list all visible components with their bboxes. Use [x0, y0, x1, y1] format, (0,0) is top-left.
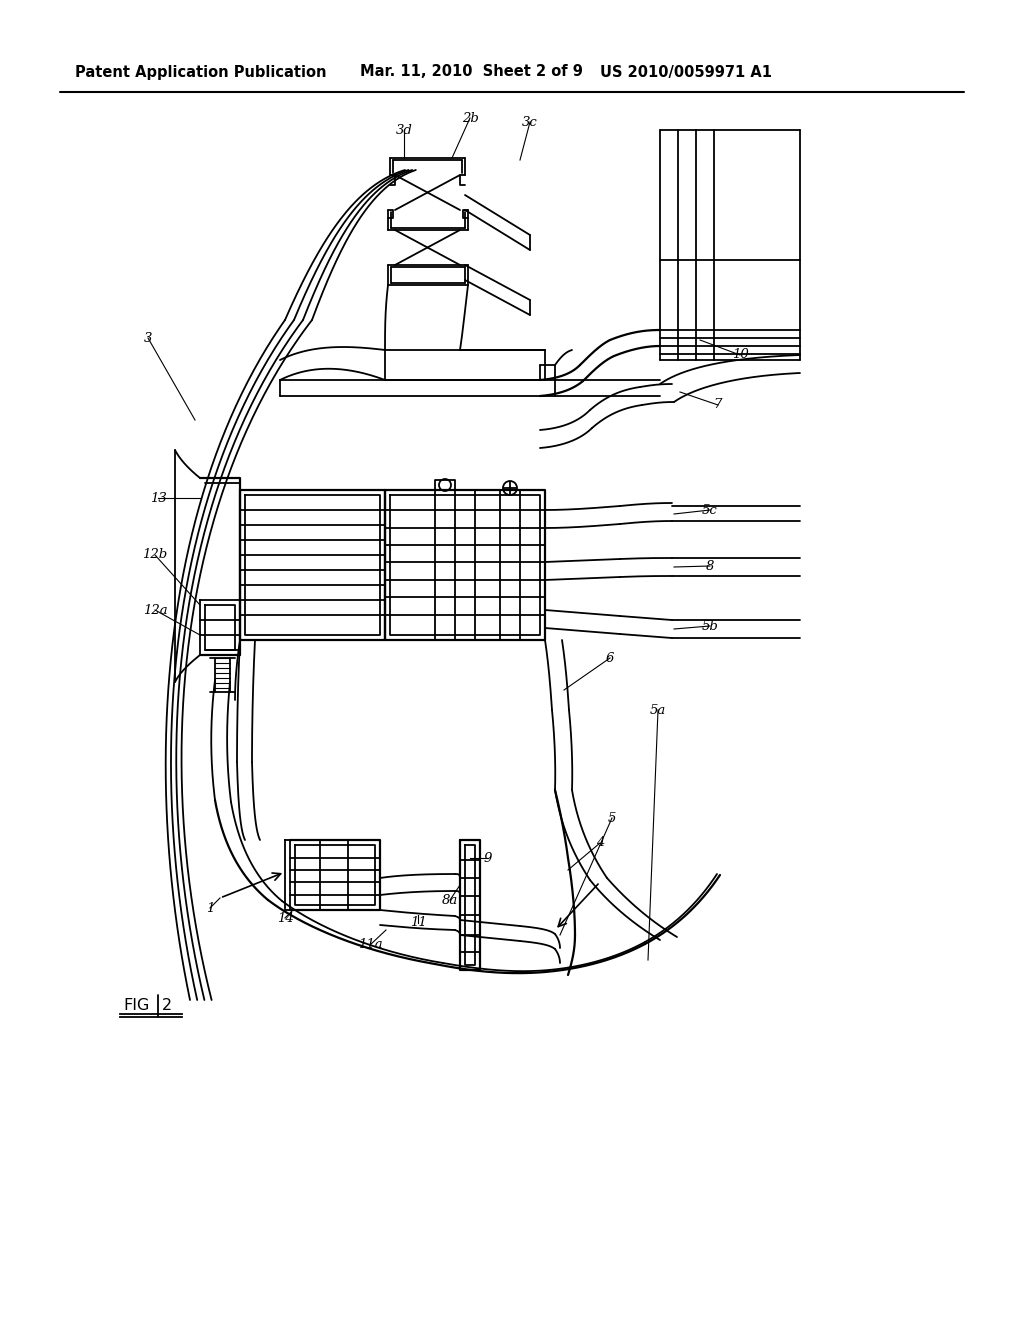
Text: 11: 11	[410, 916, 426, 929]
Text: US 2010/0059971 A1: US 2010/0059971 A1	[600, 65, 772, 79]
Text: 5: 5	[608, 812, 616, 825]
Text: Mar. 11, 2010  Sheet 2 of 9: Mar. 11, 2010 Sheet 2 of 9	[360, 65, 583, 79]
Text: 14: 14	[276, 912, 293, 924]
Text: 8: 8	[706, 560, 714, 573]
Text: 3d: 3d	[395, 124, 413, 136]
Text: 10: 10	[731, 348, 749, 362]
Text: 2: 2	[162, 998, 172, 1012]
Text: 3c: 3c	[522, 116, 538, 128]
Text: 7: 7	[714, 399, 722, 412]
Text: 2b: 2b	[462, 111, 478, 124]
Text: 12b: 12b	[142, 549, 168, 561]
Text: 5c: 5c	[702, 503, 718, 516]
Text: FIG: FIG	[123, 998, 150, 1012]
Text: 5b: 5b	[701, 619, 719, 632]
Text: 6: 6	[606, 652, 614, 664]
Text: 5a: 5a	[650, 704, 667, 717]
Text: 8a: 8a	[442, 894, 458, 907]
Text: 9: 9	[483, 851, 493, 865]
Text: 11a: 11a	[357, 939, 382, 952]
Text: 3: 3	[143, 331, 153, 345]
Text: 4: 4	[596, 837, 604, 850]
Text: 1: 1	[206, 902, 214, 915]
Text: 13: 13	[150, 491, 166, 504]
Text: 12a: 12a	[142, 603, 167, 616]
Text: Patent Application Publication: Patent Application Publication	[75, 65, 327, 79]
